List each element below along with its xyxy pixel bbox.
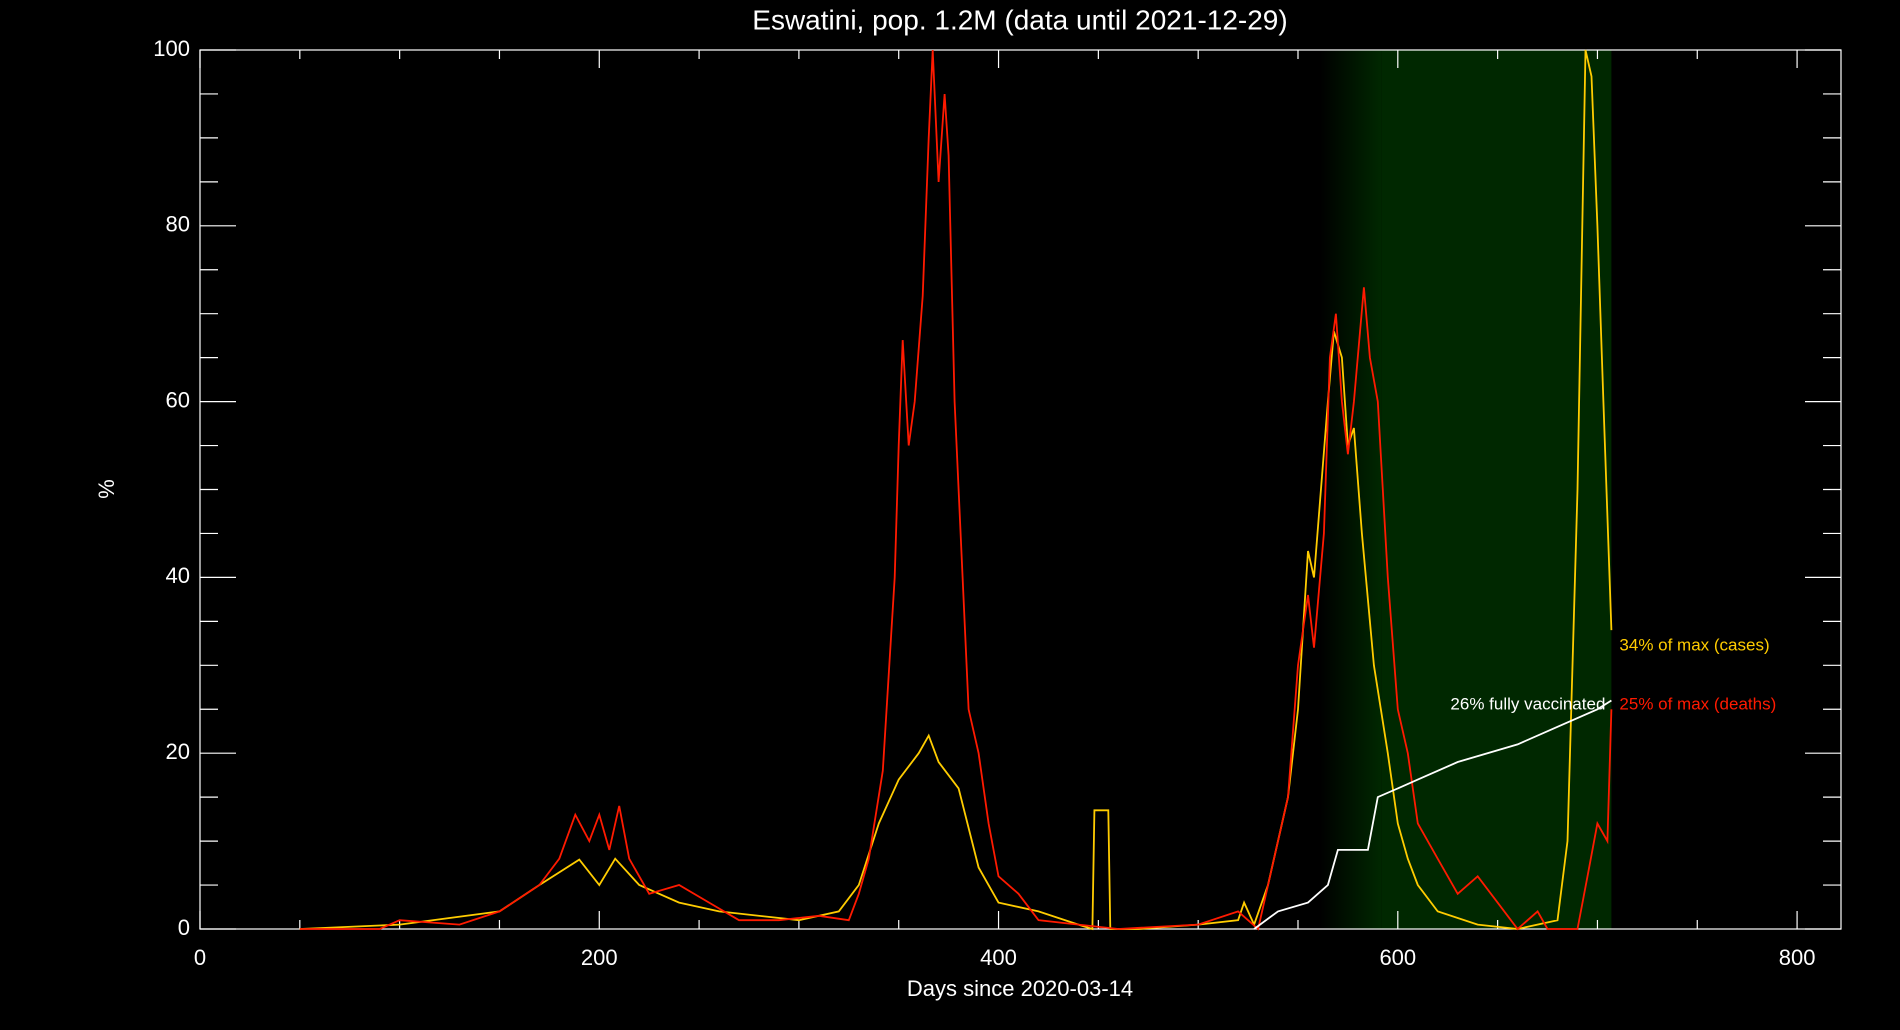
annotation: 25% of max (deaths): [1619, 695, 1776, 714]
series-line: [299, 49, 1613, 931]
x-tick-label: 600: [1379, 945, 1416, 970]
series-line: [299, 49, 1613, 931]
shade-fade: [1319, 50, 1382, 929]
x-tick-label: 400: [980, 945, 1017, 970]
plot-frame: [199, 49, 1842, 930]
series-line: [1253, 699, 1612, 930]
y-axis-label: %: [94, 479, 119, 499]
y-tick-label: 60: [166, 387, 190, 412]
y-tick-label: 0: [178, 915, 190, 940]
y-tick-label: 20: [166, 739, 190, 764]
shade: [1381, 50, 1612, 929]
y-tick-label: 40: [166, 563, 190, 588]
chart-title: Eswatini, pop. 1.2M (data until 2021-12-…: [752, 4, 1287, 35]
annotation: 26% fully vaccinated: [1450, 695, 1605, 714]
y-tick-label: 80: [166, 212, 190, 237]
annotation: 34% of max (cases): [1619, 636, 1769, 655]
x-tick-label: 0: [194, 945, 206, 970]
x-tick-label: 800: [1779, 945, 1816, 970]
x-tick-label: 200: [581, 945, 618, 970]
y-tick-label: 100: [153, 36, 190, 61]
x-axis-label: Days since 2020-03-14: [907, 976, 1133, 1001]
